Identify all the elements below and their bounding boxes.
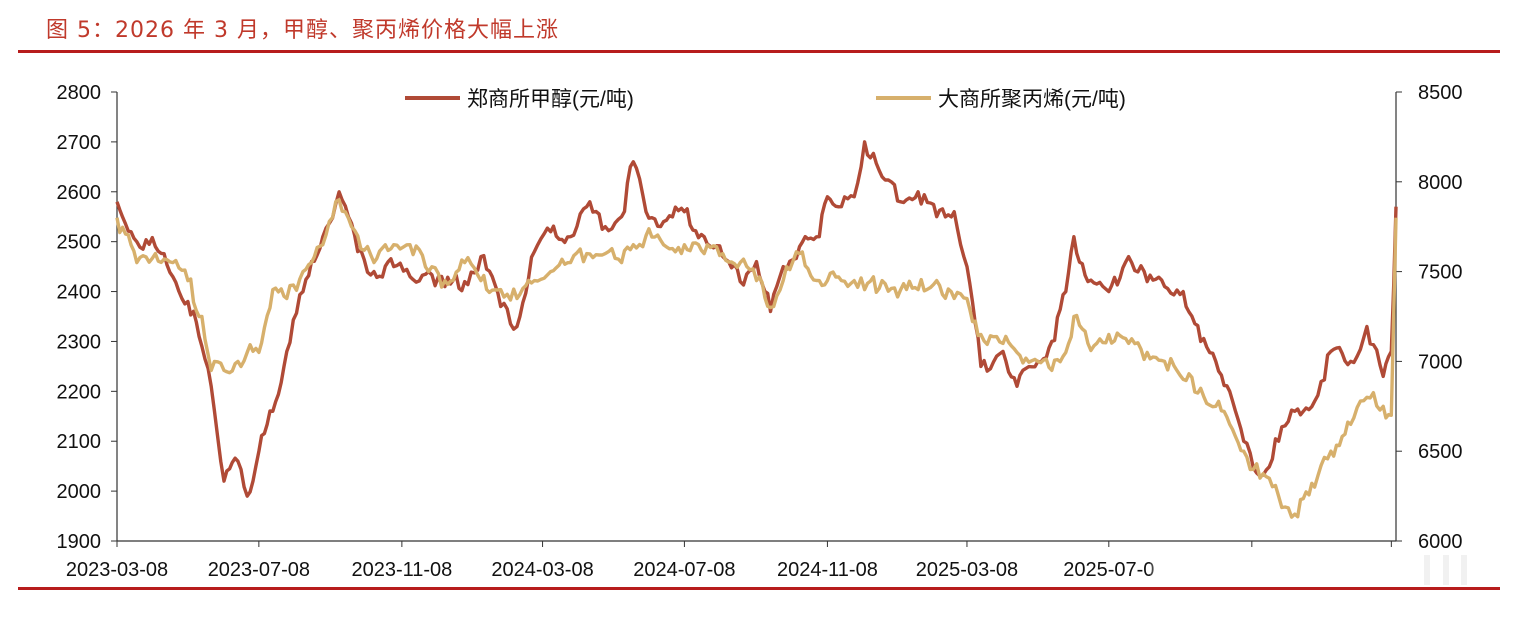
y-left-tick-label: 2600 <box>57 182 102 204</box>
chart-legend: 郑商所甲醇(元/吨) 大商所聚丙烯(元/吨) <box>405 88 1126 111</box>
x-tick-label: 2024-07-08 <box>633 559 735 581</box>
y-left-tick-label: 1900 <box>57 531 102 553</box>
y-left-tick-label: 2200 <box>57 381 102 403</box>
methanol-series-line <box>115 140 1398 498</box>
y-left-tick-label: 2400 <box>57 282 102 304</box>
y-left-tick-label: 2000 <box>57 481 102 503</box>
bottom-rule <box>18 587 1500 590</box>
x-tick-label: 2025-03-08 <box>916 559 1018 581</box>
y-left-tick-label: 2800 <box>57 82 102 104</box>
y-left-tick-label: 2100 <box>57 431 102 453</box>
x-tick-label: 2023-11-08 <box>351 559 452 581</box>
x-tick-label: 2023-03-08 <box>66 559 168 581</box>
y-right-tick-label: 6500 <box>1418 441 1463 463</box>
x-tick-label: 2023-07-08 <box>208 559 310 581</box>
legend-label-polypropylene: 大商所聚丙烯(元/吨) <box>938 88 1126 111</box>
x-tick-label: 2024-03-08 <box>491 559 593 581</box>
x-tick-label: 2024-11-08 <box>777 559 878 581</box>
bottom-right-fade <box>1150 553 1480 585</box>
y-left-tick-label: 2300 <box>57 331 102 353</box>
y-right-tick-label: 8500 <box>1418 82 1463 104</box>
y-left-tick-label: 2500 <box>57 232 102 254</box>
top-rule <box>18 50 1500 53</box>
figure-title: 图 5：2026 年 3 月，甲醇、聚丙烯价格大幅上涨 <box>46 18 559 43</box>
fade-stripe <box>1424 555 1430 585</box>
legend-label-methanol: 郑商所甲醇(元/吨) <box>467 88 634 111</box>
fade-stripe <box>1443 555 1449 585</box>
chart-lines <box>115 140 1398 519</box>
y-right-tick-label: 6000 <box>1418 531 1463 553</box>
fade-stripe <box>1461 555 1467 585</box>
x-tick-label: 2025-07-0 <box>1063 559 1154 581</box>
y-right-tick-label: 8000 <box>1418 172 1463 194</box>
polypropylene-series-line <box>115 198 1398 519</box>
y-right-tick-label: 7500 <box>1418 262 1463 284</box>
y-right-tick-label: 7000 <box>1418 351 1463 373</box>
chart-axes: 2800 2700 2600 2500 2400 2300 2200 2100 2000 1900… <box>57 82 1463 581</box>
y-left-tick-label: 2700 <box>57 132 102 154</box>
